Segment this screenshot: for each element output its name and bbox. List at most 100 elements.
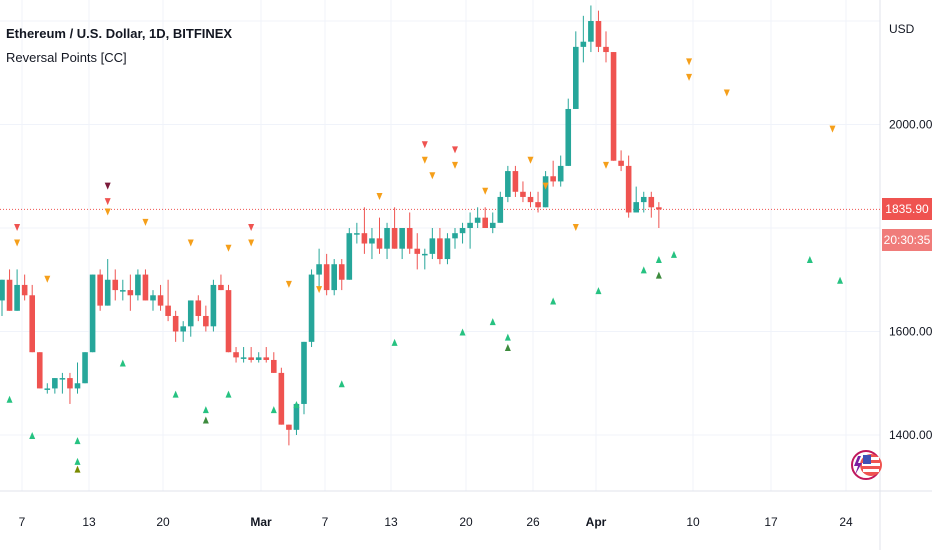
sell-reversal-marker	[187, 239, 194, 247]
candle	[595, 10, 602, 53]
sell-reversal-marker	[421, 141, 428, 149]
candle-body	[648, 196, 655, 208]
reversal-markers-layer	[6, 58, 844, 473]
sell-reversal-marker	[686, 73, 693, 81]
candle	[271, 352, 277, 373]
time-axis[interactable]: 7 13 20 Mar 7 13 20 26 Apr 10 17 24	[19, 515, 853, 529]
candle	[195, 295, 202, 322]
buy-reversal-marker	[270, 406, 277, 414]
time-axis-label: 13	[384, 515, 398, 529]
candle-body	[444, 238, 451, 260]
candle	[135, 269, 141, 301]
candle	[187, 300, 194, 337]
buy-reversal-marker	[202, 406, 209, 414]
candle	[588, 5, 594, 53]
time-axis-label: 7	[19, 515, 26, 529]
author-badge-icon[interactable]	[846, 442, 884, 488]
candle	[520, 181, 526, 203]
candle	[6, 269, 13, 311]
sell-reversal-marker	[542, 182, 549, 190]
candle-body	[6, 279, 13, 311]
candle	[557, 155, 564, 187]
time-axis-label: 24	[839, 515, 853, 529]
candle	[482, 207, 488, 228]
candle-body	[67, 378, 73, 389]
candle-body	[308, 274, 315, 342]
indicator-title[interactable]: Reversal Points [CC]	[6, 50, 127, 65]
price-axis[interactable]: 1400.00 1600.00 2000.00	[889, 118, 932, 443]
candle	[489, 212, 496, 234]
buy-reversal-marker	[225, 390, 232, 398]
time-axis-label: 20	[459, 515, 473, 529]
candle-body	[542, 176, 549, 208]
candle	[263, 347, 270, 363]
candle-body	[150, 295, 156, 301]
symbol-title[interactable]: Ethereum / U.S. Dollar, 1D, BITFINEX	[6, 26, 233, 41]
candle-body	[127, 290, 134, 296]
candle	[633, 186, 639, 213]
candle	[361, 207, 368, 254]
candle	[565, 98, 572, 166]
candle	[422, 248, 428, 270]
buy-reversal-marker	[6, 395, 13, 403]
candle-body	[316, 264, 322, 275]
candle-body	[225, 290, 232, 353]
candle	[459, 222, 466, 244]
candle	[406, 212, 413, 254]
candle	[346, 228, 353, 280]
buy-reversal-marker	[29, 432, 36, 439]
sell-reversal-marker	[429, 172, 436, 180]
grid-lines	[0, 0, 880, 491]
candle-body	[233, 352, 239, 358]
candle-body	[97, 274, 103, 306]
candle-body	[203, 315, 209, 327]
candle-body	[323, 264, 330, 291]
candle-body	[82, 352, 88, 384]
candle	[172, 310, 179, 342]
candle-body	[301, 341, 307, 404]
candle-body	[595, 21, 602, 47]
candle-body	[21, 284, 28, 296]
candle-body	[459, 228, 466, 234]
time-axis-label: Mar	[250, 515, 272, 529]
price-axis-label: 1400.00	[889, 428, 932, 442]
candle-body	[142, 274, 149, 301]
candle	[248, 347, 254, 363]
candle	[180, 321, 186, 342]
candle-body	[286, 424, 292, 430]
candle-body	[376, 238, 383, 249]
sell-reversal-marker	[248, 224, 255, 231]
candle-body	[369, 238, 375, 244]
candle	[497, 191, 504, 223]
time-axis-label: 26	[526, 515, 540, 529]
candle-body	[391, 228, 398, 249]
currency-label[interactable]: USD	[889, 22, 915, 36]
candle	[467, 212, 473, 249]
candle	[338, 259, 345, 291]
candle-body	[384, 228, 390, 249]
candle-body	[74, 383, 81, 389]
candle	[474, 207, 481, 228]
sell-reversal-marker	[572, 224, 579, 231]
candle	[0, 279, 5, 316]
candle	[618, 150, 624, 172]
candle-body	[240, 357, 247, 359]
sell-reversal-marker	[142, 218, 149, 226]
buy-reversal-marker	[550, 297, 557, 305]
candle	[323, 253, 330, 296]
candle	[233, 347, 239, 363]
buy-reversal-marker	[837, 276, 844, 284]
candle-body	[422, 253, 428, 256]
sell-reversal-marker	[376, 192, 383, 200]
candle	[293, 403, 300, 435]
candle	[89, 274, 96, 353]
candle	[210, 279, 217, 332]
candle-body	[520, 191, 526, 197]
candle-body	[482, 217, 488, 228]
candle-body	[361, 233, 368, 244]
candle-body	[218, 284, 224, 291]
candle-body	[59, 378, 66, 380]
sell-reversal-marker	[603, 161, 609, 169]
candle-body	[497, 196, 504, 223]
